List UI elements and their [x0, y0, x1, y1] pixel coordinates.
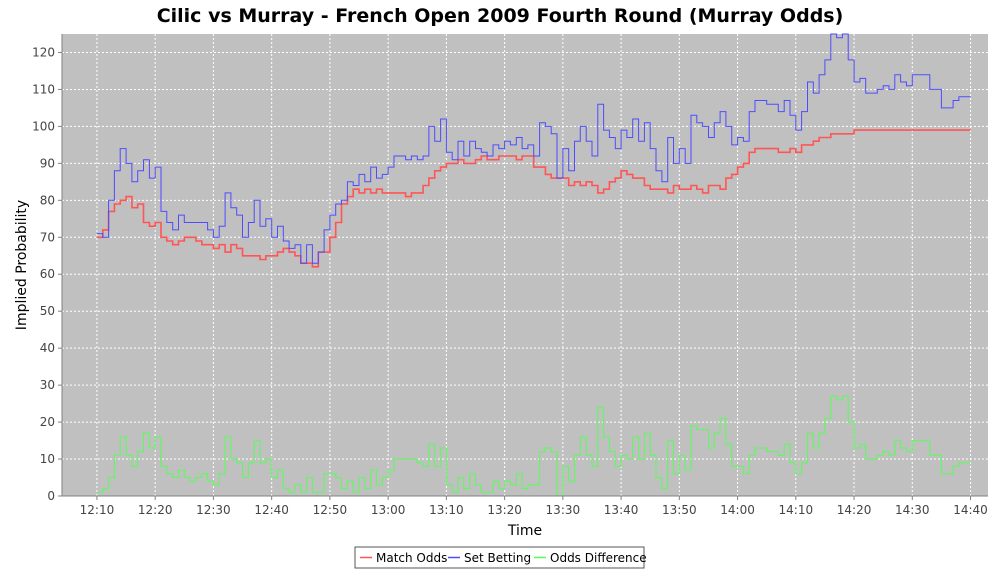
x-tick-label: 12:50 [313, 503, 348, 517]
chart-title: Cilic vs Murray - French Open 2009 Fourt… [157, 5, 844, 27]
series-line-match-odds [96, 129, 971, 268]
series-line-set-betting [96, 33, 971, 264]
x-tick-label: 13:10 [429, 503, 464, 517]
x-tick-label: 12:40 [254, 503, 289, 517]
y-tick-label: 30 [40, 378, 55, 392]
y-axis-label: Implied Probability [14, 200, 30, 330]
x-tick-label: 14:40 [953, 503, 988, 517]
y-axis: 0 10 20 30 40 50 60 70 80 90 100 110 120 [32, 45, 62, 503]
y-tick-label: 40 [40, 341, 55, 355]
legend-entry: Odds Difference [550, 551, 647, 565]
y-tick-label: 0 [47, 489, 55, 503]
x-tick-label: 13:20 [487, 503, 522, 517]
x-tick-label: 13:30 [546, 503, 581, 517]
y-tick-label: 100 [32, 119, 55, 133]
legend: Match Odds Set Betting Odds Difference [354, 546, 647, 569]
x-tick-label: 12:30 [196, 503, 231, 517]
x-tick-label: 13:50 [662, 503, 697, 517]
x-tick-label: 14:20 [837, 503, 872, 517]
x-axis: 12:10 12:20 12:30 12:40 12:50 13:00 13:10 13:20… [80, 496, 988, 517]
x-tick-label: 12:10 [80, 503, 115, 517]
x-tick-label: 14:10 [779, 503, 814, 517]
y-tick-label: 60 [40, 267, 55, 281]
series-layer [96, 33, 971, 497]
x-tick-label: 14:30 [895, 503, 930, 517]
y-tick-label: 80 [40, 193, 55, 207]
x-tick-label: 12:20 [138, 503, 173, 517]
y-tick-label: 90 [40, 156, 55, 170]
y-tick-label: 50 [40, 304, 55, 318]
series-line-odds-difference [96, 395, 971, 497]
x-tick-label: 13:00 [371, 503, 406, 517]
x-tick-label: 14:00 [720, 503, 755, 517]
legend-entry: Set Betting [464, 551, 531, 565]
grid-lines [62, 34, 988, 496]
legend-box [354, 546, 645, 569]
x-tick-label: 13:40 [604, 503, 639, 517]
legend-entry: Match Odds [376, 551, 447, 565]
y-tick-label: 70 [40, 230, 55, 244]
y-tick-label: 120 [32, 45, 55, 59]
y-tick-label: 110 [32, 82, 55, 96]
y-tick-label: 20 [40, 415, 55, 429]
x-axis-label: Time [507, 523, 542, 539]
y-tick-label: 10 [40, 452, 55, 466]
plot-area [62, 34, 988, 496]
